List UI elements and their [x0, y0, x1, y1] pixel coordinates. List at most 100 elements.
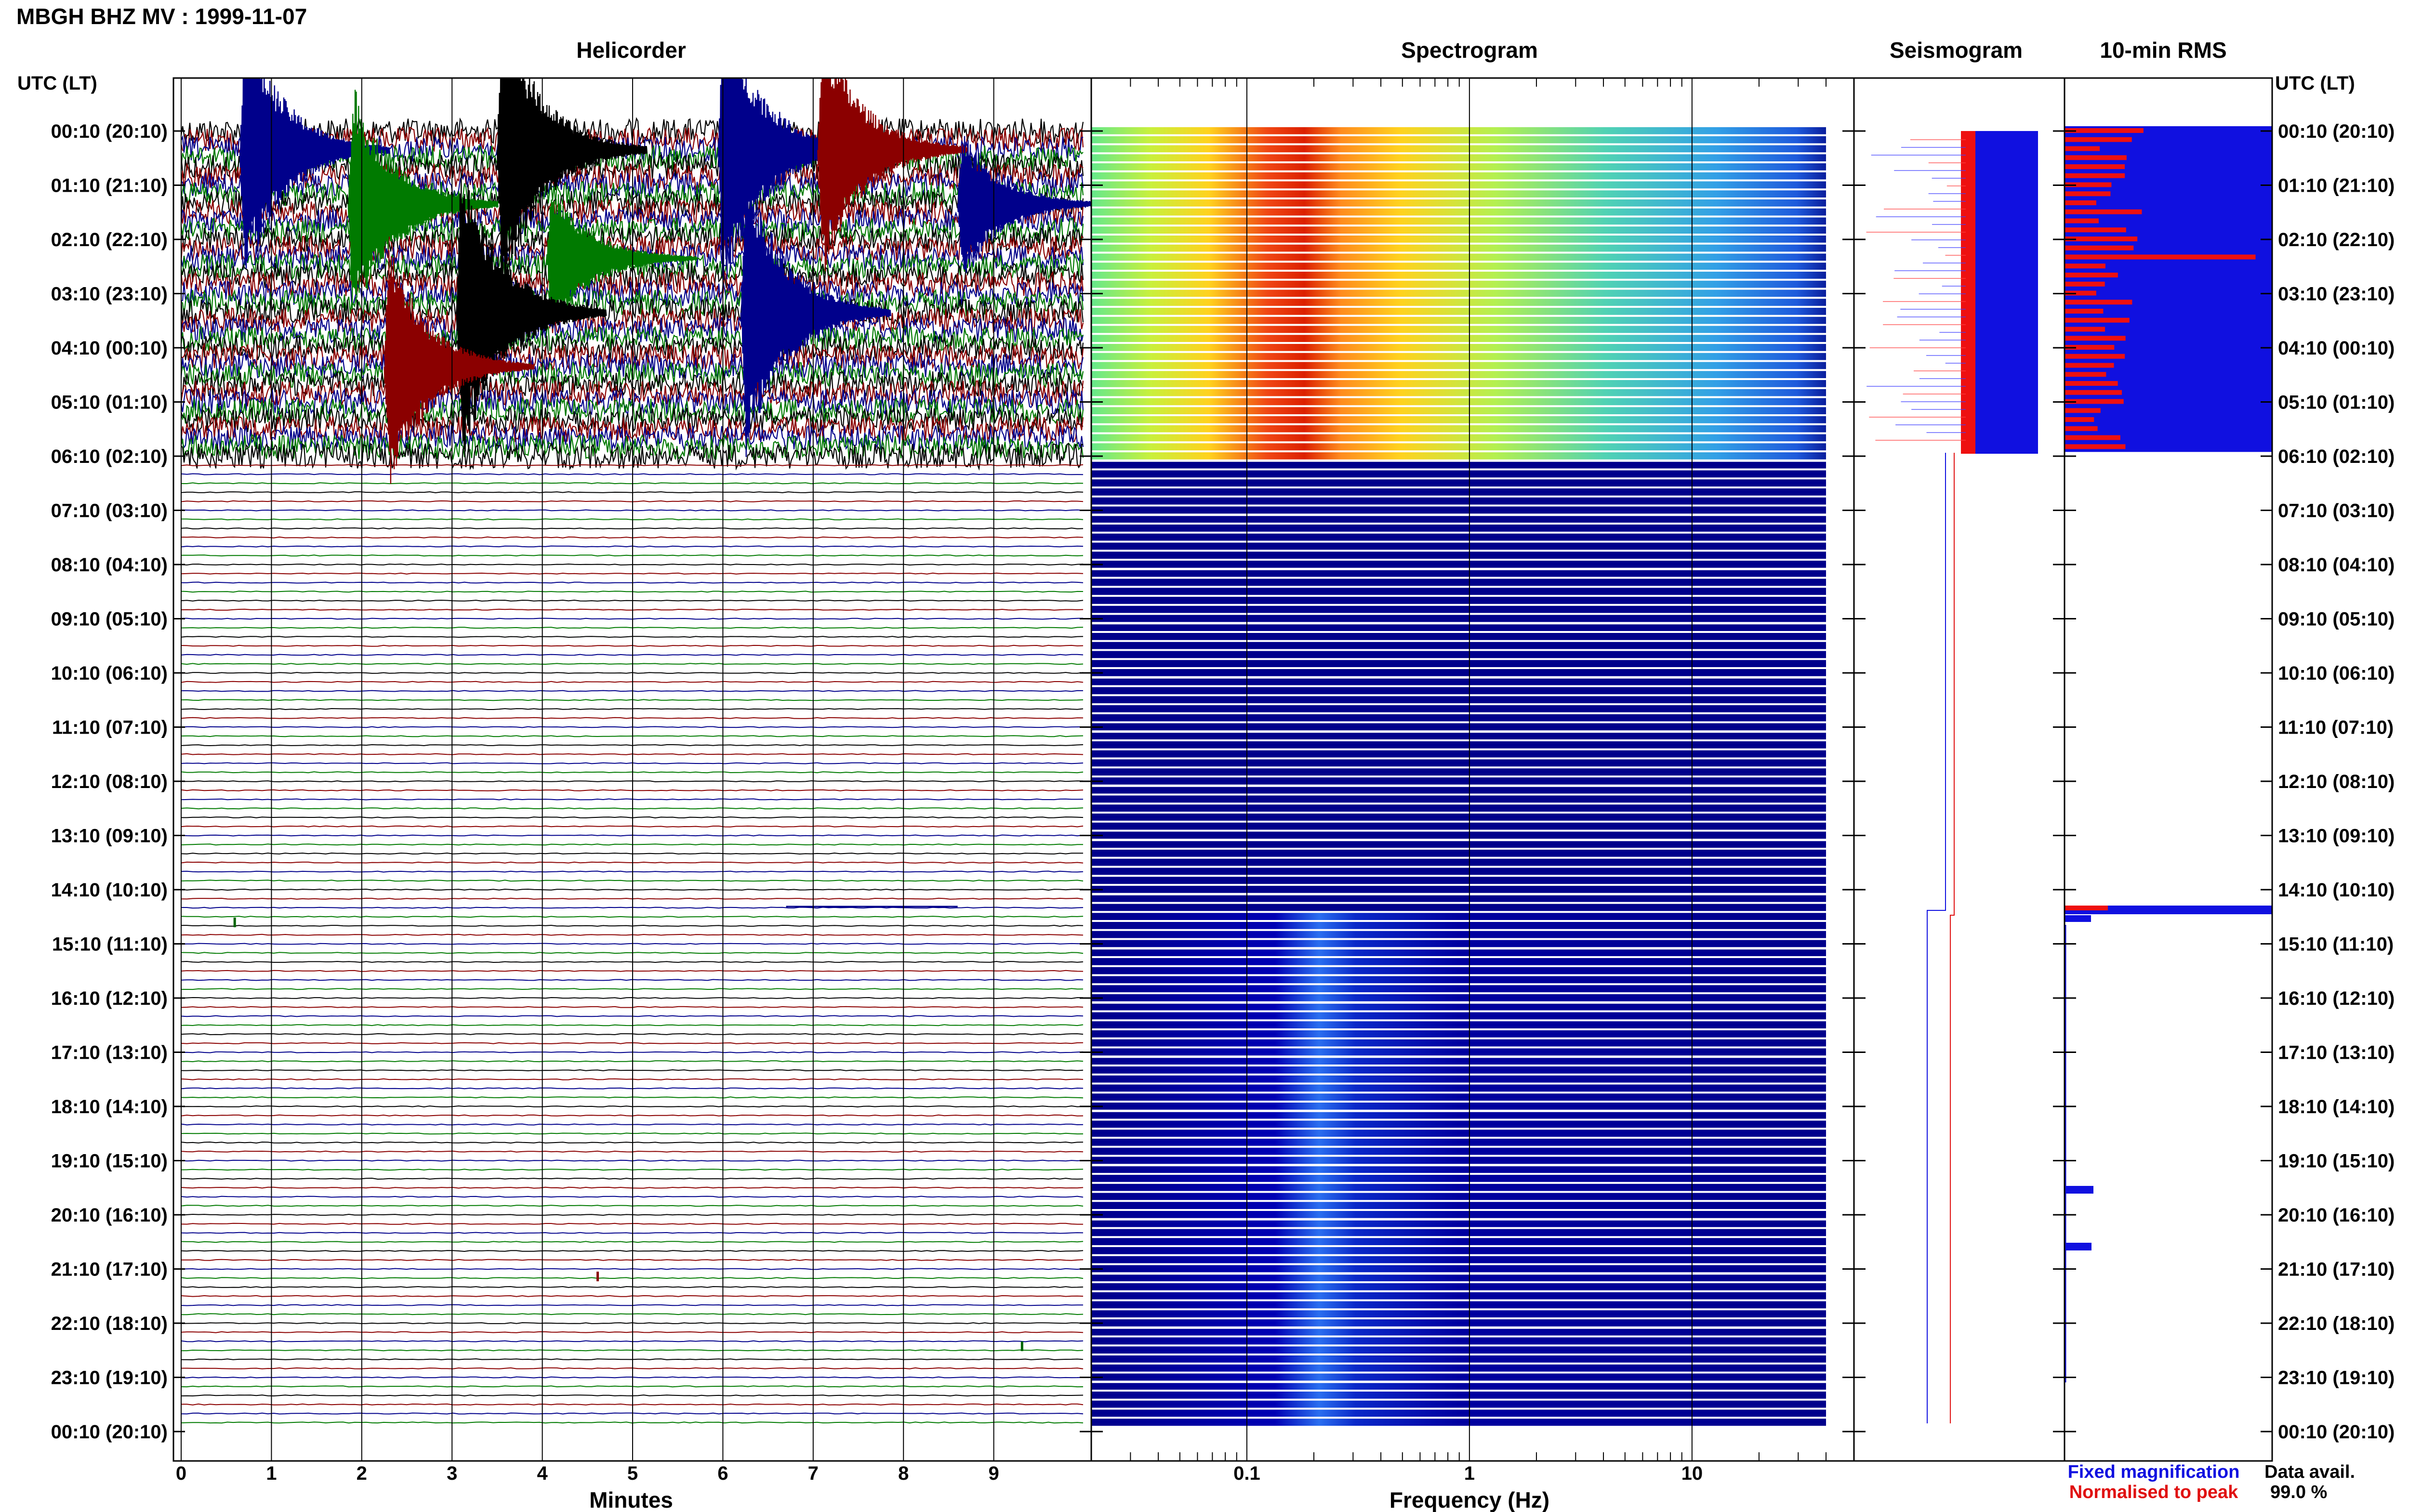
spectrogram-row: [1091, 226, 1826, 234]
left-time-label: 00:10 (20:10): [51, 121, 168, 142]
rms-normalised-bar: [2065, 336, 2126, 341]
left-time-label: 04:10 (00:10): [51, 338, 168, 359]
spectrogram-row: [1091, 814, 1826, 821]
spectrogram-row: [1091, 497, 1826, 505]
spectrogram-row: [1091, 759, 1826, 767]
spectrogram-row: [1091, 308, 1826, 315]
spectrogram-row: [1091, 894, 1826, 902]
spectrogram-row: [1091, 1292, 1826, 1300]
spectrogram-row: [1091, 1283, 1826, 1290]
left-time-label: 06:10 (02:10): [51, 446, 168, 467]
spectrogram-gap: [1091, 676, 1826, 679]
frequency-tick-label: 1: [1464, 1463, 1475, 1484]
helicorder-event: [957, 136, 1091, 273]
spectrogram-row: [1091, 398, 1826, 406]
rms-fixed-bar: [2065, 1243, 2091, 1250]
spectrogram-gap: [1091, 1381, 1826, 1383]
spectrogram-row: [1091, 768, 1826, 776]
left-time-label: 11:10 (07:10): [52, 717, 168, 738]
rms-normalised-bar: [2065, 381, 2118, 386]
spectrogram-row: [1091, 1382, 1826, 1390]
right-time-label: 16:10 (12:10): [2278, 988, 2395, 1009]
helicorder-glitch: [596, 1272, 599, 1281]
spectrogram-row: [1091, 154, 1826, 161]
left-time-label: 10:10 (06:10): [51, 663, 168, 684]
spectrogram-row: [1091, 299, 1826, 306]
spectrogram-row: [1091, 940, 1826, 947]
spectrogram-row: [1091, 488, 1826, 496]
spectrogram-row: [1091, 1229, 1826, 1236]
spectrogram-row: [1091, 786, 1826, 794]
helicorder-event: [817, 78, 968, 272]
rms-normalised-bar: [2065, 273, 2118, 277]
spectrogram-row: [1091, 1220, 1826, 1227]
rms-fixed-bar: [2065, 180, 2272, 190]
spectrogram-row: [1091, 615, 1826, 622]
helicorder-event: [546, 194, 697, 326]
spectrogram-row: [1091, 651, 1826, 658]
spectrogram-row: [1091, 1328, 1826, 1336]
spectrogram-row: [1091, 1400, 1826, 1408]
rms-fixed-bar: [2065, 415, 2272, 425]
minutes-tick-label: 3: [447, 1463, 457, 1484]
rms-fixed-bar: [2065, 279, 2272, 289]
right-time-label: 00:10 (20:10): [2278, 121, 2395, 142]
spectrogram-row: [1091, 858, 1826, 866]
spectrogram-row: [1091, 1030, 1826, 1038]
spectrogram-row: [1091, 289, 1826, 297]
spectrogram-row: [1091, 1075, 1826, 1083]
spectrogram-gap: [1091, 1056, 1826, 1058]
spectrogram-row: [1091, 687, 1826, 695]
spectrogram-row: [1091, 362, 1826, 369]
spectrogram-row: [1091, 1012, 1826, 1020]
spectrogram-row: [1091, 1066, 1826, 1074]
spectrogram-row: [1091, 660, 1826, 667]
spectrogram-row: [1091, 1238, 1826, 1245]
spectrogram-row: [1091, 1103, 1826, 1110]
right-time-label: 23:10 (19:10): [2278, 1367, 2395, 1389]
spectrogram-row: [1091, 1039, 1826, 1047]
spectrogram-row: [1091, 569, 1826, 577]
spectrogram-row: [1091, 326, 1826, 333]
rms-title: 10-min RMS: [2100, 38, 2226, 63]
rms-normalised-bar: [2065, 191, 2111, 197]
right-time-label: 03:10 (23:10): [2278, 284, 2395, 305]
spectrogram-row: [1091, 1048, 1826, 1056]
spectrogram-gap: [1091, 1273, 1826, 1275]
left-time-label: 01:10 (21:10): [51, 175, 168, 197]
spectrogram-x-label: Frequency (Hz): [1390, 1487, 1549, 1512]
rms-normalised-bar: [2065, 309, 2104, 314]
spectrogram-row: [1091, 922, 1826, 929]
spectrogram-row: [1091, 705, 1826, 712]
rms-fixed-bar: [2065, 198, 2272, 208]
spectrogram-row: [1091, 1003, 1826, 1011]
spectrogram-row: [1091, 443, 1826, 450]
right-time-label: 00:10 (20:10): [2278, 1421, 2395, 1443]
spectrogram-row: [1091, 904, 1826, 911]
right-axis-header: UTC (LT): [2275, 73, 2355, 94]
spectrogram-row: [1091, 380, 1826, 387]
right-time-label: 04:10 (00:10): [2278, 338, 2395, 359]
left-time-label: 08:10 (04:10): [51, 554, 168, 576]
spectrogram-row: [1091, 190, 1826, 197]
rms-normalised-bar: [2065, 263, 2105, 269]
spectrogram-row: [1091, 750, 1826, 758]
rms-fixed-bar: [2065, 406, 2272, 416]
spectrogram-row: [1091, 1419, 1826, 1426]
spectrogram-row: [1091, 1346, 1826, 1354]
spectrogram-row: [1091, 316, 1826, 324]
right-time-label: 09:10 (05:10): [2278, 609, 2395, 630]
spectrogram-row: [1091, 525, 1826, 532]
spectrogram-gap: [1091, 460, 1826, 462]
rms-normalised-bar: [2065, 137, 2132, 142]
spectrogram-gap: [1091, 1164, 1826, 1167]
left-time-label: 21:10 (17:10): [51, 1259, 168, 1280]
spectrogram-row: [1091, 831, 1826, 839]
spectrogram-row: [1091, 1310, 1826, 1317]
rms-normalised-bar: [2065, 200, 2096, 205]
rms-normalised-bar: [2065, 327, 2105, 332]
rms-normalised-bar: [2065, 128, 2144, 133]
rms-normalised-spike: [2065, 906, 2108, 910]
minutes-tick-label: 6: [717, 1463, 728, 1484]
